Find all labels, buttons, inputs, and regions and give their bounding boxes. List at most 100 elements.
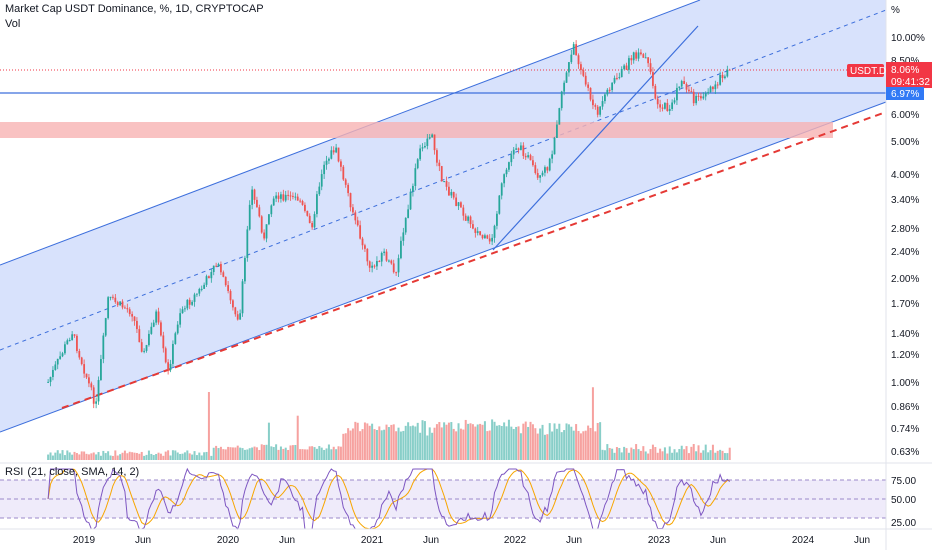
- candle-body: [613, 77, 616, 83]
- volume-bar: [423, 421, 426, 460]
- candle-body: [371, 265, 374, 268]
- candle-body: [191, 301, 194, 305]
- volume-bar: [296, 415, 299, 460]
- candle-body: [160, 322, 162, 336]
- candle-body: [112, 296, 114, 298]
- volume-bar: [104, 453, 107, 460]
- candle-body: [548, 158, 551, 171]
- volume-bar: [323, 449, 326, 460]
- candle-body: [445, 181, 448, 187]
- candle-body: [508, 162, 510, 170]
- candle-body: [116, 302, 119, 306]
- rsi-legend-params: (21, close, SMA, 14, 2): [27, 466, 140, 478]
- candle-body: [289, 195, 292, 197]
- candle-body: [397, 258, 400, 273]
- volume-bar: [587, 425, 590, 460]
- candle-body: [635, 52, 638, 59]
- y-tick-label: 0.63%: [891, 447, 919, 458]
- candle-body: [544, 167, 546, 173]
- volume-bar: [207, 392, 210, 460]
- candle-body: [647, 57, 650, 64]
- candle-body: [145, 345, 148, 351]
- volume-bar: [159, 453, 162, 460]
- candle-body: [560, 91, 563, 109]
- candle-body: [100, 359, 102, 381]
- volume-bar: [522, 423, 525, 460]
- volume-bar: [680, 445, 683, 460]
- rsi-legend: RSI (21, close, SMA, 14, 2): [5, 466, 143, 478]
- volume-bar: [267, 422, 270, 460]
- y-tick-label: 4.00%: [891, 170, 919, 181]
- volume-bar: [51, 455, 54, 460]
- volume-bar: [303, 449, 306, 460]
- candle-body: [124, 307, 126, 309]
- candle-body: [517, 148, 520, 150]
- candle-body: [344, 179, 347, 185]
- candle-body: [481, 234, 484, 239]
- candle-body: [474, 228, 477, 233]
- candle-body: [611, 82, 614, 91]
- volume-bar: [61, 450, 64, 460]
- candle-body: [496, 213, 498, 226]
- candle-body: [128, 309, 131, 315]
- candle-body: [340, 161, 342, 167]
- volume-bar: [147, 450, 150, 460]
- candle-body: [294, 196, 297, 198]
- candle-body: [275, 195, 278, 199]
- volume-bar: [217, 448, 220, 460]
- volume-bar: [63, 455, 66, 460]
- volume-bar: [611, 448, 614, 460]
- volume-bar: [203, 452, 206, 460]
- volume-bar: [661, 451, 664, 460]
- volume-bar: [99, 455, 102, 460]
- volume-bar: [126, 453, 129, 460]
- volume-bar: [462, 429, 465, 460]
- candle-body: [620, 69, 623, 78]
- candle-body: [488, 238, 491, 242]
- volume-bar: [236, 445, 239, 460]
- candle-body: [690, 91, 693, 93]
- candle-body: [688, 89, 690, 92]
- volume-bar: [361, 429, 364, 460]
- volume-bar: [318, 446, 321, 460]
- volume-bars: [47, 387, 731, 460]
- volume-bar: [668, 446, 671, 460]
- volume-bar: [205, 451, 208, 460]
- candle-body: [570, 54, 573, 63]
- candle-body: [500, 183, 503, 196]
- volume-bar: [692, 444, 695, 460]
- candle-body: [284, 194, 287, 201]
- candle-body: [719, 74, 722, 85]
- channel-lower-line: [0, 101, 887, 433]
- volume-bar: [171, 450, 174, 460]
- volume-bar: [294, 444, 297, 460]
- candle-body: [661, 107, 664, 109]
- candle-body: [714, 84, 717, 90]
- volume-bar: [659, 448, 662, 460]
- candle-body: [71, 334, 74, 341]
- candle-body: [632, 52, 635, 61]
- volume-bar: [291, 445, 294, 460]
- volume-bar: [452, 428, 455, 460]
- volume-bar: [282, 448, 285, 460]
- volume-bar: [596, 422, 599, 460]
- x-tick-label: Jun: [135, 535, 151, 546]
- volume-bar: [584, 430, 587, 460]
- price-symbol-badge: [847, 64, 884, 77]
- candle-body: [253, 189, 256, 200]
- volume-bar: [435, 424, 438, 460]
- y-tick-label: 2.40%: [891, 247, 919, 258]
- price-countdown-text: 09:41:32: [891, 77, 930, 88]
- volume-bar: [469, 423, 472, 460]
- volume-bar: [500, 426, 503, 460]
- x-tick-label: 2019: [73, 535, 96, 546]
- volume-bar: [121, 452, 124, 460]
- candle-body: [97, 380, 100, 402]
- volume-bar: [131, 452, 134, 460]
- candle-body: [265, 224, 268, 239]
- volume-bar: [102, 450, 105, 460]
- candle-body: [695, 95, 698, 104]
- volume-bar: [567, 424, 570, 460]
- candle-body: [352, 207, 354, 213]
